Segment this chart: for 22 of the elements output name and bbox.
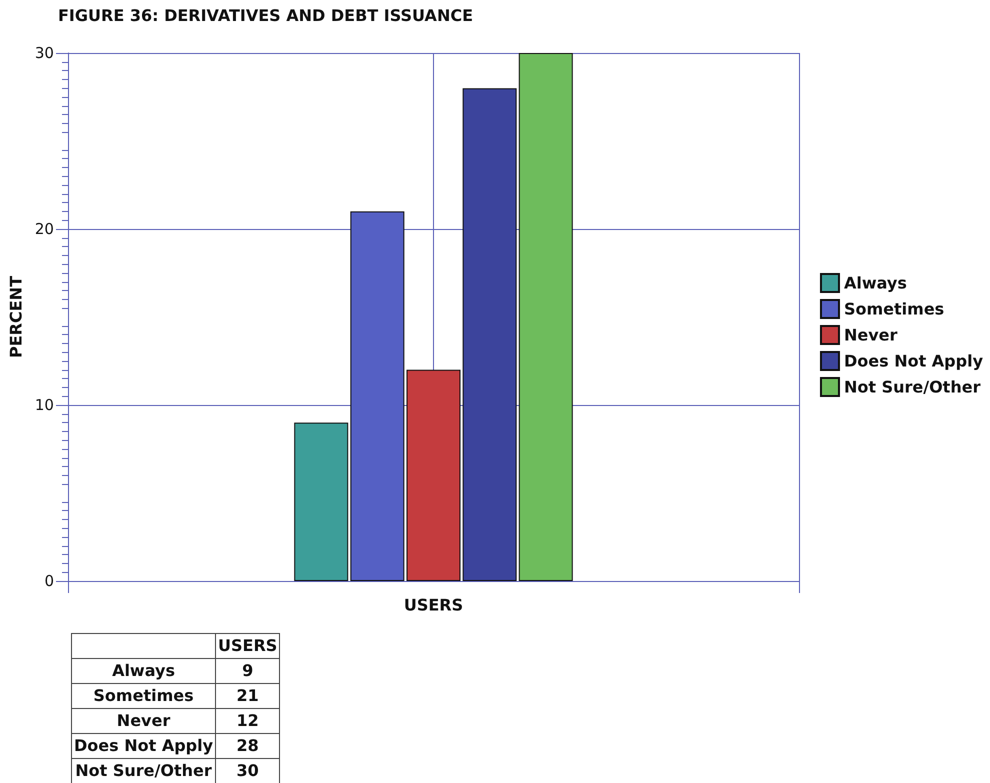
category-label: USERS bbox=[218, 636, 278, 655]
y-tick-label: 30 bbox=[34, 44, 54, 62]
text: 9 bbox=[216, 658, 280, 684]
chart-title: FIGURE 36: DERIVATIVES AND DEBT ISSUANCE bbox=[58, 6, 473, 25]
text: 21 bbox=[216, 684, 280, 708]
text: Does Not Apply bbox=[74, 736, 214, 755]
y-axis-title: PERCENT bbox=[6, 276, 26, 358]
text: Not Sure/Other bbox=[75, 761, 212, 780]
text: Always bbox=[112, 661, 175, 680]
text: 12 bbox=[216, 708, 280, 734]
text: Never bbox=[116, 711, 170, 730]
y-tick-label: 20 bbox=[34, 220, 54, 238]
text: 30 bbox=[216, 758, 280, 783]
legend-label: Not Sure/Other bbox=[844, 378, 981, 396]
legend-label: Always bbox=[844, 274, 907, 292]
text: Sometimes bbox=[93, 686, 194, 705]
legend-label: Sometimes bbox=[844, 300, 944, 318]
text: 28 bbox=[216, 734, 280, 758]
y-tick-label: 10 bbox=[34, 396, 54, 414]
legend-label: Does Not Apply bbox=[844, 352, 984, 370]
legend-label: Never bbox=[844, 326, 898, 344]
y-tick-label: 0 bbox=[44, 572, 54, 590]
